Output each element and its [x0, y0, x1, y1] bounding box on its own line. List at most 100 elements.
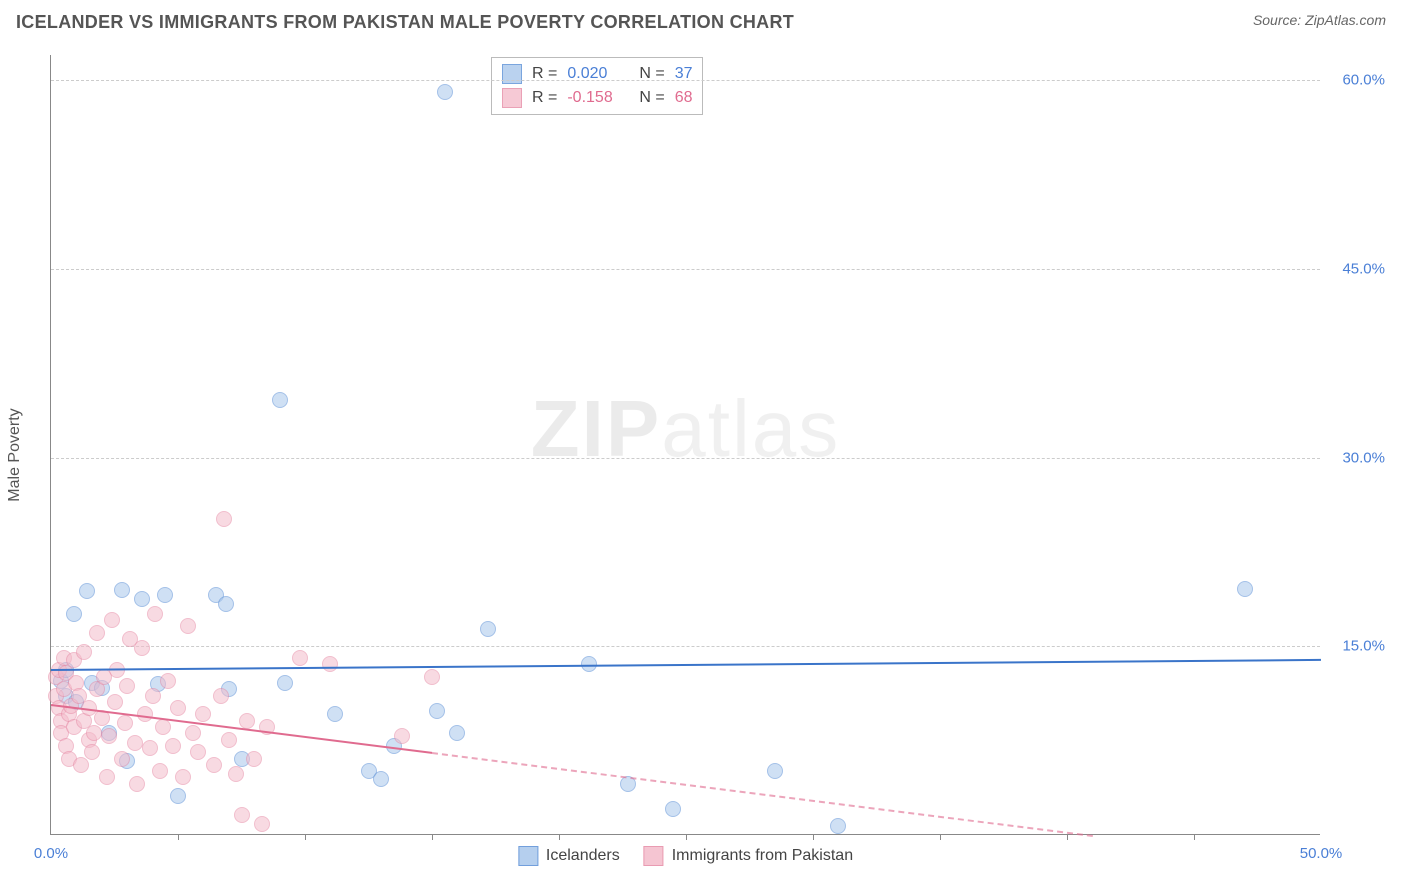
x-tick-mark [1194, 834, 1195, 840]
scatter-point [134, 591, 150, 607]
x-tick-mark [686, 834, 687, 840]
x-tick-label: 50.0% [1300, 845, 1343, 862]
x-tick-mark [813, 834, 814, 840]
legend-label: Icelanders [546, 847, 620, 865]
source-attribution: Source: ZipAtlas.com [1253, 12, 1386, 28]
legend-n-value: 68 [675, 89, 693, 107]
scatter-point [175, 769, 191, 785]
series-legend: Icelanders Immigrants from Pakistan [518, 846, 853, 866]
scatter-point [155, 719, 171, 735]
scatter-point [114, 751, 130, 767]
legend-r-value: -0.158 [567, 89, 629, 107]
scatter-point [480, 621, 496, 637]
legend-n-label: N = [639, 89, 664, 107]
scatter-point [104, 612, 120, 628]
scatter-point [206, 757, 222, 773]
scatter-point [429, 703, 445, 719]
x-tick-mark [432, 834, 433, 840]
scatter-point [142, 740, 158, 756]
scatter-point [239, 713, 255, 729]
scatter-point [213, 688, 229, 704]
legend-row: R = 0.020N = 37 [502, 62, 692, 86]
y-tick-label: 15.0% [1342, 638, 1385, 655]
scatter-point [66, 606, 82, 622]
chart-title: ICELANDER VS IMMIGRANTS FROM PAKISTAN MA… [16, 12, 794, 33]
y-tick-label: 60.0% [1342, 72, 1385, 89]
scatter-point [84, 744, 100, 760]
legend-item: Immigrants from Pakistan [644, 846, 853, 866]
trendline [51, 659, 1321, 671]
legend-swatch [644, 846, 664, 866]
scatter-point [147, 606, 163, 622]
x-tick-mark [305, 834, 306, 840]
scatter-point [99, 769, 115, 785]
x-tick-mark [1067, 834, 1068, 840]
scatter-point [119, 678, 135, 694]
scatter-point [152, 763, 168, 779]
scatter-point [218, 596, 234, 612]
scatter-point [830, 818, 846, 834]
gridline [51, 458, 1320, 459]
scatter-point [129, 776, 145, 792]
scatter-point [114, 582, 130, 598]
watermark: ZIPatlas [531, 383, 840, 475]
scatter-point [277, 675, 293, 691]
chart-container: Male Poverty ZIPatlas R = 0.020N = 37R =… [50, 55, 1390, 855]
scatter-point [76, 644, 92, 660]
scatter-point [185, 725, 201, 741]
legend-swatch [502, 88, 522, 108]
scatter-point [767, 763, 783, 779]
scatter-point [322, 656, 338, 672]
legend-swatch [518, 846, 538, 866]
scatter-point [394, 728, 410, 744]
plot-area: ZIPatlas R = 0.020N = 37 R = -0.158 N = 68… [50, 55, 1320, 835]
scatter-point [221, 732, 237, 748]
scatter-point [449, 725, 465, 741]
correlation-legend: R = 0.020N = 37 R = -0.158 N = 68 [491, 57, 703, 115]
scatter-point [190, 744, 206, 760]
scatter-point [117, 715, 133, 731]
scatter-point [424, 669, 440, 685]
trendline-extrapolated [432, 752, 1093, 837]
scatter-point [373, 771, 389, 787]
y-tick-label: 45.0% [1342, 260, 1385, 277]
gridline [51, 80, 1320, 81]
scatter-point [145, 688, 161, 704]
scatter-point [228, 766, 244, 782]
scatter-point [180, 618, 196, 634]
scatter-point [160, 673, 176, 689]
legend-r-label: R = [532, 89, 557, 107]
x-tick-mark [940, 834, 941, 840]
legend-label: Immigrants from Pakistan [672, 847, 853, 865]
scatter-point [101, 728, 117, 744]
gridline [51, 269, 1320, 270]
x-tick-mark [559, 834, 560, 840]
scatter-point [170, 788, 186, 804]
scatter-point [292, 650, 308, 666]
scatter-point [79, 583, 95, 599]
scatter-point [127, 735, 143, 751]
x-tick-label: 0.0% [34, 845, 68, 862]
scatter-point [107, 694, 123, 710]
scatter-point [134, 640, 150, 656]
scatter-point [665, 801, 681, 817]
scatter-point [254, 816, 270, 832]
scatter-point [272, 392, 288, 408]
scatter-point [437, 84, 453, 100]
scatter-point [89, 625, 105, 641]
x-tick-mark [178, 834, 179, 840]
scatter-point [157, 587, 173, 603]
scatter-point [327, 706, 343, 722]
scatter-point [195, 706, 211, 722]
scatter-point [246, 751, 262, 767]
y-axis-label: Male Poverty [6, 408, 24, 501]
scatter-point [170, 700, 186, 716]
scatter-point [216, 511, 232, 527]
scatter-point [165, 738, 181, 754]
y-tick-label: 30.0% [1342, 449, 1385, 466]
gridline [51, 646, 1320, 647]
scatter-point [1237, 581, 1253, 597]
legend-row: R = -0.158 N = 68 [502, 86, 692, 110]
scatter-point [86, 725, 102, 741]
scatter-point [234, 807, 250, 823]
